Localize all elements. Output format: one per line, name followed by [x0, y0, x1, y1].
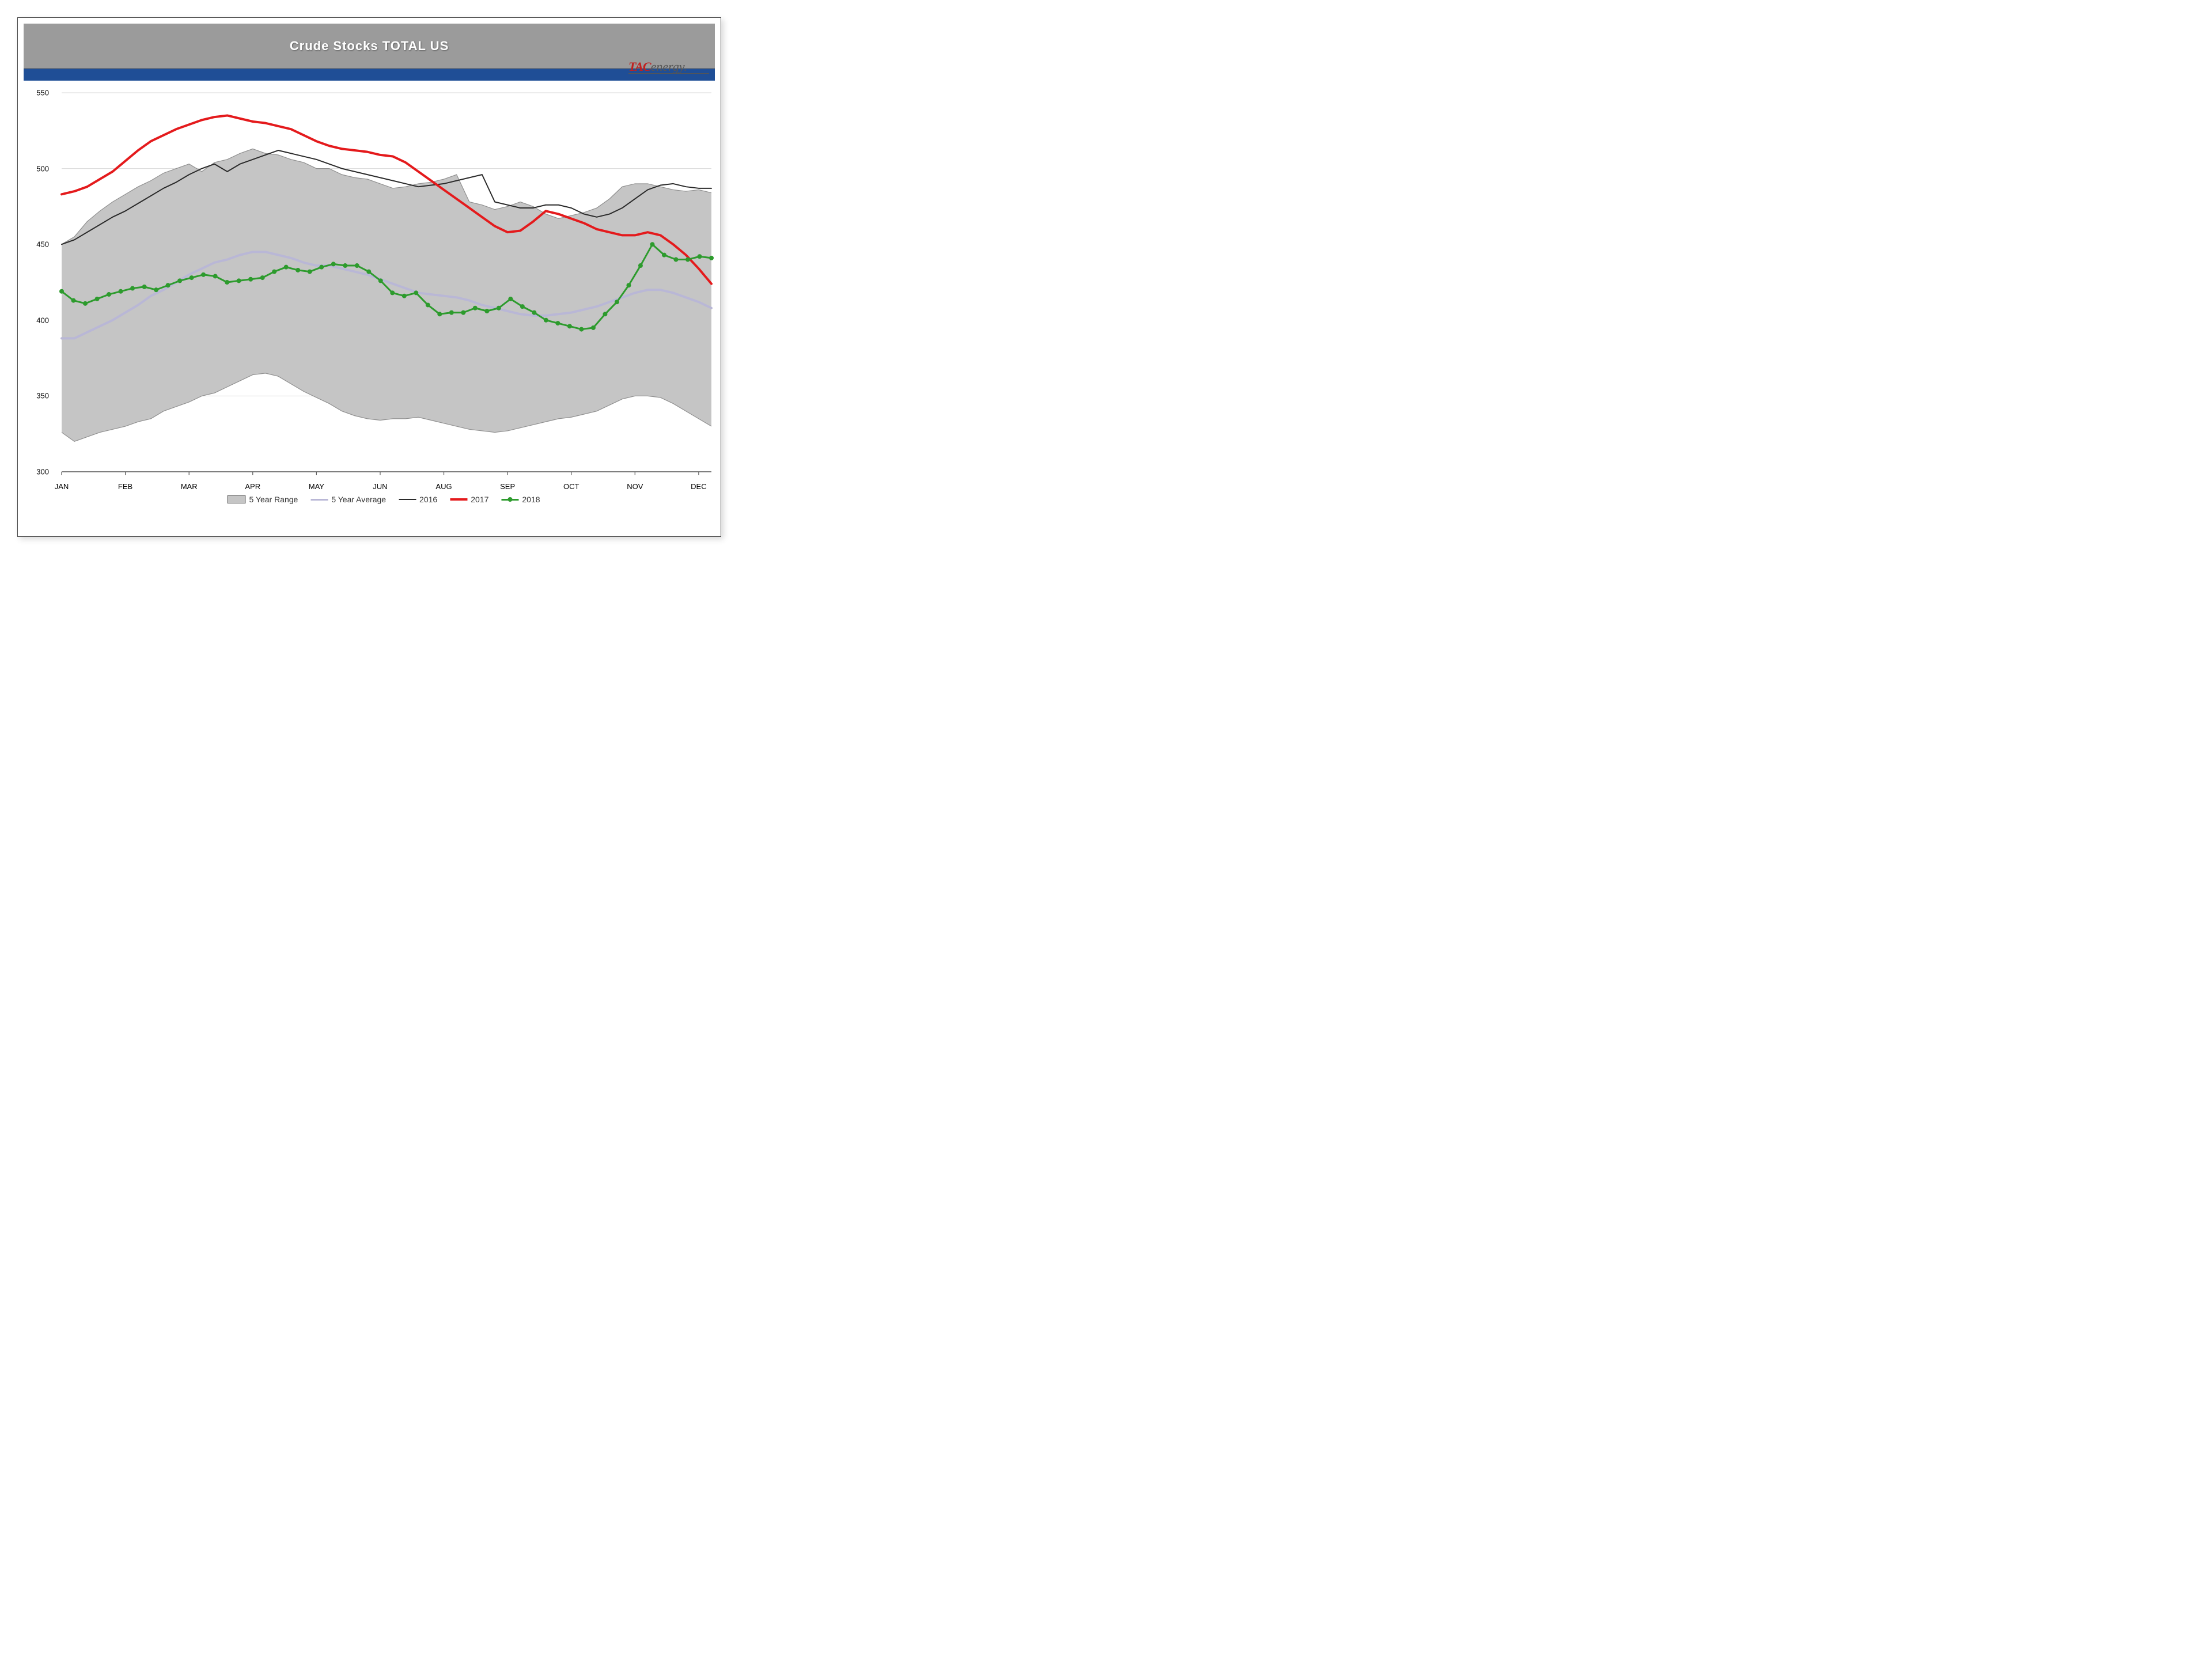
- brand-logo: TACenergy.: [628, 59, 709, 74]
- legend-item-y2016: 2016: [399, 495, 437, 504]
- y-tick-label: 500: [26, 164, 49, 173]
- legend-label: 2016: [419, 495, 437, 504]
- x-tick-label: APR: [245, 482, 260, 491]
- legend-label: 5 Year Range: [249, 495, 298, 504]
- x-tick-label: NOV: [627, 482, 643, 491]
- legend-item-range: 5 Year Range: [227, 495, 298, 504]
- title-band: Crude Stocks TOTAL US: [24, 24, 715, 69]
- x-tick-label: AUG: [435, 482, 452, 491]
- chart-title: Crude Stocks TOTAL US: [290, 39, 449, 54]
- y-tick-label: 400: [26, 316, 49, 324]
- legend-item-y2018: 2018: [501, 495, 540, 504]
- x-tick-label: JAN: [55, 482, 69, 491]
- y-tick-label: 550: [26, 89, 49, 97]
- x-tick-label: FEB: [118, 482, 132, 491]
- x-tick-label: OCT: [563, 482, 579, 491]
- legend-label: 2017: [471, 495, 488, 504]
- chart-frame: Crude Stocks TOTAL US TACenergy. 300 350 4…: [17, 17, 721, 537]
- legend-swatch: [399, 499, 416, 500]
- legend-swatch: [310, 499, 328, 501]
- accent-band: [24, 69, 715, 81]
- y-tick-label: 300: [26, 468, 49, 476]
- legend-swatch: [227, 495, 245, 503]
- y-tick-label: 450: [26, 240, 49, 249]
- legend-label: 5 Year Average: [331, 495, 386, 504]
- legend-swatch: [501, 499, 518, 501]
- y-tick-label: 350: [26, 392, 49, 400]
- line-chart: [52, 87, 715, 507]
- x-tick-label: DEC: [691, 482, 706, 491]
- x-tick-label: MAY: [309, 482, 324, 491]
- logo-tac: TAC: [628, 59, 651, 74]
- legend-swatch: [450, 498, 467, 501]
- legend: 5 Year Range 5 Year Average 2016 2017 2018: [227, 495, 540, 504]
- x-tick-label: MAR: [181, 482, 198, 491]
- legend-item-y2017: 2017: [450, 495, 488, 504]
- plot-area: 300350400450500550JANFEBMARAPRMAYJUNAUGS…: [52, 87, 715, 507]
- x-tick-label: SEP: [500, 482, 515, 491]
- legend-item-avg: 5 Year Average: [310, 495, 386, 504]
- legend-label: 2018: [522, 495, 540, 504]
- x-tick-label: JUN: [373, 482, 387, 491]
- logo-energy: energy.: [651, 59, 687, 74]
